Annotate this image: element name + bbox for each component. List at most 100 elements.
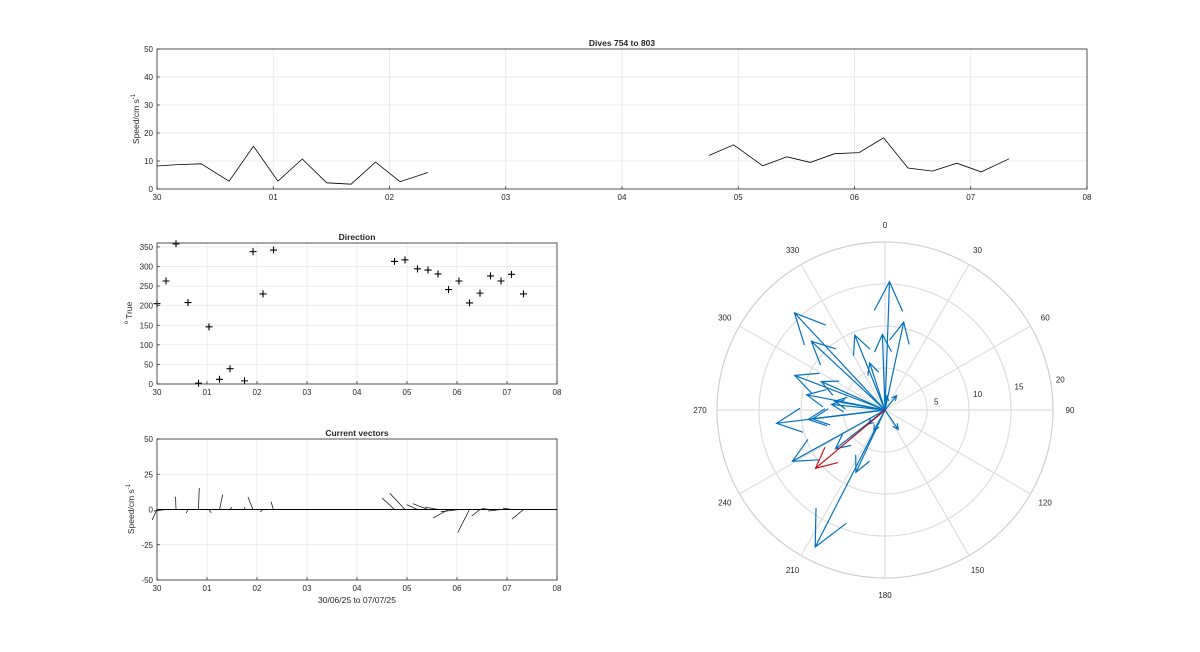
spoke-line <box>800 264 886 411</box>
x-tick-label: 02 <box>253 584 262 593</box>
vector-stick <box>502 507 512 510</box>
vector-stick <box>153 509 167 512</box>
angle-label: 300 <box>718 314 732 323</box>
vector-stick <box>424 506 439 510</box>
vector-arrow <box>791 409 886 462</box>
spoke-line <box>884 409 970 556</box>
highlight-arrow <box>814 409 886 470</box>
vector-stick <box>481 508 491 510</box>
x-tick-label: 04 <box>353 388 362 397</box>
vector-stick <box>219 494 223 510</box>
y-tick-label: 10 <box>144 157 153 166</box>
vector-stick <box>488 509 502 512</box>
vector-arrow <box>883 394 890 411</box>
direction-ticks: 30 01 02 03 04 05 06 07 08 0 50 100 150 200 250 300 350 <box>140 243 562 397</box>
x-tick-label: 30 <box>153 584 162 593</box>
vector-arrow <box>884 409 899 431</box>
y-tick-label: 20 <box>144 129 153 138</box>
direction-point <box>162 277 170 285</box>
compass-grid <box>716 241 1054 579</box>
vector-stick <box>270 501 274 510</box>
direction-point <box>270 246 277 254</box>
x-tick-label: 03 <box>303 388 312 397</box>
x-tick-label: 08 <box>1083 193 1092 202</box>
x-tick-label: 04 <box>618 193 627 202</box>
y-tick-label: 50 <box>144 435 153 444</box>
vector-arrow <box>806 408 886 427</box>
direction-point <box>259 290 267 298</box>
x-tick-label: 01 <box>203 584 212 593</box>
radius-label: 10 <box>973 390 982 399</box>
y-tick-label: 50 <box>144 45 153 54</box>
x-tick-label: 03 <box>303 584 312 593</box>
direction-point <box>226 365 234 373</box>
direction-y-label: oTrue <box>124 301 134 324</box>
x-tick-label: 06 <box>453 388 462 397</box>
vector-stick <box>389 492 406 510</box>
angle-label: 270 <box>693 406 707 415</box>
x-tick-label: 06 <box>850 193 859 202</box>
direction-point <box>455 277 463 285</box>
y-tick-label: 30 <box>144 101 153 110</box>
direction-point <box>445 286 452 294</box>
x-tick-label: 07 <box>503 388 512 397</box>
vector-stick <box>511 509 524 520</box>
vector-stick <box>229 506 233 510</box>
direction-point <box>424 266 432 274</box>
angle-label: 60 <box>1041 314 1050 323</box>
direction-point <box>401 256 409 264</box>
x-tick-label: 08 <box>553 584 562 593</box>
x-tick-label: 02 <box>253 388 262 397</box>
x-tick-label: 04 <box>353 584 362 593</box>
y-tick-label: 300 <box>140 263 154 272</box>
speed-panel: 30 01 02 03 04 05 06 07 08 0 10 20 30 40 50 Dives 754 … <box>131 38 1092 202</box>
speed-ticks: 30 01 02 03 04 05 06 07 08 0 10 20 30 40 50 <box>144 45 1092 202</box>
radius-label: 5 <box>934 397 939 406</box>
speed-line <box>709 137 1010 173</box>
compass-arrows <box>775 280 910 549</box>
direction-point <box>508 270 515 278</box>
vector-stick <box>151 509 158 521</box>
direction-series <box>153 240 527 387</box>
speed-y-label: Speed/cm s-1 <box>131 93 141 144</box>
direction-point <box>476 289 484 297</box>
direction-point <box>216 375 223 383</box>
y-tick-label: -25 <box>141 541 153 550</box>
direction-title: Direction <box>339 232 376 242</box>
x-tick-label: 02 <box>385 193 394 202</box>
angle-label: 30 <box>973 246 982 255</box>
vector-stick <box>185 509 189 514</box>
vector-arrow <box>814 409 886 549</box>
vectors-ticks: 30 01 02 03 04 05 06 07 08 -50 -25 0 25 50 <box>141 435 562 593</box>
speed-line <box>156 145 429 185</box>
x-tick-label: 30 <box>153 193 162 202</box>
vectors-y-label: Speed/cm s-1 <box>126 483 136 534</box>
angle-label: 0 <box>883 221 888 230</box>
y-tick-label: 50 <box>144 360 153 369</box>
y-tick-label: 40 <box>144 73 153 82</box>
angle-label: 240 <box>718 499 732 508</box>
direction-point <box>205 323 213 331</box>
y-tick-label: 200 <box>140 302 154 311</box>
vector-stick <box>247 496 254 510</box>
angle-label: 150 <box>971 566 985 575</box>
vector-arrow <box>820 380 886 411</box>
y-tick-label: 150 <box>140 321 154 330</box>
vector-stick <box>412 503 429 510</box>
spoke-line <box>884 264 970 411</box>
spoke-line <box>739 325 886 411</box>
compass-panel: 0 30 60 90 120 150 180 210 240 270 300 330 5 10 15 20 <box>693 221 1075 600</box>
vector-arrow <box>793 311 886 411</box>
direction-point <box>391 257 398 265</box>
speed-title: Dives 754 to 803 <box>589 38 655 48</box>
vector-stick <box>198 487 200 510</box>
direction-point <box>241 377 248 385</box>
vectors-series <box>151 487 557 533</box>
vector-arrow <box>852 333 886 411</box>
direction-point <box>249 248 257 256</box>
x-tick-label: 01 <box>203 388 212 397</box>
vector-stick <box>457 509 470 533</box>
y-tick-label: 0 <box>149 185 154 194</box>
radius-label: 15 <box>1015 383 1024 392</box>
